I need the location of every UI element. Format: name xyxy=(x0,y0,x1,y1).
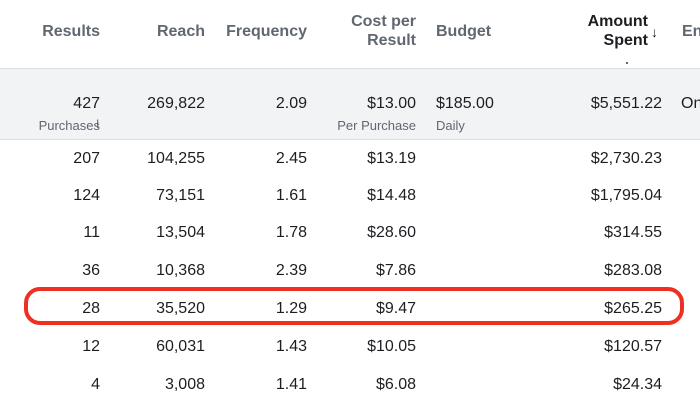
cell-cost-per-result: $28.60 xyxy=(367,224,416,241)
column-header-cost-per-result-line1: Cost per xyxy=(351,13,416,30)
column-header-amount-spent-line2: Spent xyxy=(603,32,648,49)
cell-amount-spent: $24.34 xyxy=(613,376,662,393)
cell-frequency: 1.78 xyxy=(275,224,307,241)
cell-amount-spent: $120.57 xyxy=(604,338,662,355)
column-header-ends[interactable]: En xyxy=(682,23,700,40)
column-header-budget[interactable]: Budget xyxy=(436,23,492,40)
cell-results: 12 xyxy=(82,338,100,355)
summary-budget-label: Daily xyxy=(436,118,465,133)
summary-row: 427 Purchases I 269,822 2.09 $13.00 Per … xyxy=(0,69,700,140)
cell-amount-spent: $1,795.04 xyxy=(590,187,662,204)
summary-frequency: 2.09 xyxy=(275,95,307,112)
summary-ends: On xyxy=(681,95,700,112)
column-header-cost-per-result-line2: Result xyxy=(367,32,416,49)
cell-reach: 73,151 xyxy=(156,187,205,204)
cell-amount-spent: $283.08 xyxy=(604,262,662,279)
summary-budget: $185.00 xyxy=(436,95,494,112)
table-row[interactable]: 12 60,031 1.43 $10.05 $120.57 xyxy=(0,327,700,363)
summary-results: 427 xyxy=(73,95,100,112)
cell-results: 11 xyxy=(83,224,100,241)
column-header-frequency[interactable]: Frequency xyxy=(226,23,307,40)
summary-reach: 269,822 xyxy=(147,95,205,112)
cell-cost-per-result: $6.08 xyxy=(375,376,416,393)
cell-amount-spent: $2,730.23 xyxy=(590,150,662,167)
cell-results: 28 xyxy=(82,300,100,317)
cell-reach: 104,255 xyxy=(147,150,205,167)
cell-reach: 10,368 xyxy=(156,262,205,279)
cell-cost-per-result: $14.48 xyxy=(367,187,416,204)
column-header-reach[interactable]: Reach xyxy=(156,23,205,40)
cell-amount-spent: $265.25 xyxy=(604,300,662,317)
cell-reach: 3,008 xyxy=(164,376,205,393)
cell-amount-spent: $314.55 xyxy=(604,224,662,241)
column-header-amount-spent[interactable]: Amount Spent xyxy=(588,12,648,50)
cell-cost-per-result: $7.86 xyxy=(375,262,416,279)
cell-cost-per-result: $9.47 xyxy=(375,300,416,317)
cell-frequency: 1.29 xyxy=(275,300,307,317)
cell-results: 207 xyxy=(73,150,100,167)
column-resize-handle[interactable] xyxy=(626,62,628,64)
sort-down-arrow-icon[interactable]: ↓ xyxy=(651,24,658,40)
cell-reach: 13,504 xyxy=(156,224,205,241)
table-row-highlighted[interactable]: 28 35,520 1.29 $9.47 $265.25 xyxy=(0,289,700,325)
cell-frequency: 2.39 xyxy=(275,262,307,279)
cell-frequency: 1.41 xyxy=(275,376,307,393)
cell-frequency: 2.45 xyxy=(275,150,307,167)
column-header-cost-per-result[interactable]: Cost per Result xyxy=(351,12,416,50)
table-row[interactable]: 36 10,368 2.39 $7.86 $283.08 xyxy=(0,251,700,287)
cell-results: 4 xyxy=(91,376,100,393)
column-header-amount-spent-line1: Amount xyxy=(587,13,648,30)
cell-reach: 35,520 xyxy=(156,300,205,317)
table-header: Results Reach Frequency Cost per Result … xyxy=(0,0,700,69)
table-row[interactable]: 207 104,255 2.45 $13.19 $2,730.23 xyxy=(0,139,700,175)
cell-results: 36 xyxy=(82,262,100,279)
summary-amount-spent: $5,551.22 xyxy=(590,95,662,112)
cell-cost-per-result: $10.05 xyxy=(367,338,416,355)
summary-results-label: Purchases xyxy=(38,118,100,133)
summary-cost-per-result: $13.00 xyxy=(367,95,416,112)
cell-cost-per-result: $13.19 xyxy=(367,150,416,167)
cell-reach: 60,031 xyxy=(156,338,205,355)
text-cursor-icon: I xyxy=(96,117,100,131)
table-row[interactable]: 124 73,151 1.61 $14.48 $1,795.04 xyxy=(0,176,700,212)
cell-frequency: 1.61 xyxy=(275,187,307,204)
table-row[interactable]: 11 13,504 1.78 $28.60 $314.55 xyxy=(0,213,700,249)
column-header-results[interactable]: Results xyxy=(42,23,100,40)
highlight-annotation xyxy=(24,287,684,325)
cell-frequency: 1.43 xyxy=(275,338,307,355)
table-row[interactable]: 4 3,008 1.41 $6.08 $24.34 xyxy=(0,365,700,401)
cell-results: 124 xyxy=(73,187,100,204)
summary-cost-per-result-label: Per Purchase xyxy=(337,118,416,133)
